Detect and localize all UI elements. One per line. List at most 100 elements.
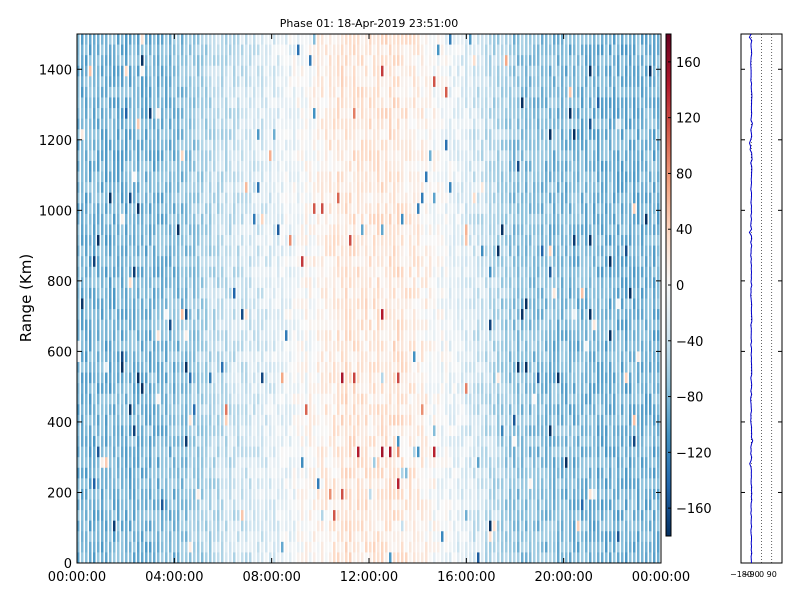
heatmap-cell — [369, 76, 372, 88]
heatmap-cell — [401, 478, 404, 490]
heatmap-cell — [117, 65, 120, 77]
heatmap-cell — [353, 129, 356, 141]
heatmap-cell — [101, 245, 104, 257]
heatmap-cell — [133, 467, 136, 479]
heatmap-cell — [193, 446, 196, 458]
heatmap-cell — [77, 65, 80, 77]
heatmap-cell — [357, 256, 360, 268]
heatmap-cell — [445, 330, 448, 342]
heatmap-cell — [213, 65, 216, 77]
heatmap-cell — [117, 361, 120, 373]
heatmap-cell — [397, 160, 400, 172]
heatmap-cell — [193, 118, 196, 130]
heatmap-cell — [129, 309, 132, 321]
heatmap-cell — [97, 118, 100, 130]
heatmap-cell — [237, 171, 240, 183]
heatmap-cell — [409, 76, 412, 88]
heatmap-cell — [129, 108, 132, 120]
heatmap-cell — [133, 531, 136, 543]
heatmap-cell — [269, 520, 272, 532]
heatmap-cell — [113, 256, 116, 268]
heatmap-cell — [281, 467, 284, 479]
heatmap-cell — [229, 467, 232, 479]
heatmap-cell — [257, 351, 260, 363]
heatmap-cell — [181, 414, 184, 426]
heatmap-cell — [465, 393, 468, 405]
heatmap-cell — [201, 309, 204, 321]
heatmap-cell — [289, 499, 292, 511]
heatmap-cell — [357, 182, 360, 194]
heatmap-cell — [473, 203, 476, 215]
heatmap-cell — [93, 213, 96, 225]
heatmap-cell — [177, 139, 180, 151]
heatmap-cell — [373, 319, 376, 331]
heatmap-cell — [321, 552, 324, 564]
heatmap-cell — [209, 44, 212, 56]
heatmap-cell — [465, 383, 468, 395]
heatmap-cell — [341, 55, 344, 67]
heatmap-cell — [329, 467, 332, 479]
heatmap-cell — [141, 203, 144, 215]
heatmap-cell — [137, 404, 140, 416]
heatmap-cell — [129, 139, 132, 151]
heatmap-cell — [213, 34, 216, 45]
heatmap-cell — [425, 171, 428, 183]
heatmap-cell — [341, 351, 344, 363]
heatmap-cell — [249, 44, 252, 56]
heatmap-cell — [369, 383, 372, 395]
heatmap-cell — [461, 340, 464, 352]
heatmap-cell — [133, 224, 136, 236]
heatmap-cell — [421, 139, 424, 151]
heatmap-cell — [325, 235, 328, 246]
heatmap-cell — [421, 488, 424, 500]
heatmap-cell — [301, 97, 304, 109]
heatmap-cell — [305, 203, 308, 215]
heatmap-cell — [453, 499, 456, 511]
heatmap-cell — [289, 457, 292, 469]
heatmap-cell — [397, 224, 400, 236]
heatmap-cell — [129, 277, 132, 289]
heatmap-cell — [221, 531, 224, 543]
heatmap-cell — [297, 414, 300, 426]
heatmap-cell — [121, 330, 124, 342]
heatmap-cell — [365, 213, 368, 225]
heatmap-cell — [313, 97, 316, 109]
heatmap-cell — [449, 224, 452, 236]
heatmap-cell — [421, 97, 424, 109]
heatmap-cell — [273, 298, 276, 310]
heatmap-cell — [221, 139, 224, 151]
heatmap-cell — [281, 309, 284, 321]
heatmap-cell — [209, 372, 212, 384]
heatmap-cell — [345, 404, 348, 416]
heatmap-cell — [413, 192, 416, 204]
heatmap-cell — [317, 171, 320, 183]
heatmap-cell — [97, 488, 100, 500]
heatmap-cell — [245, 404, 248, 416]
heatmap-cell — [381, 139, 384, 151]
heatmap-cell — [469, 171, 472, 183]
heatmap-cell — [409, 182, 412, 194]
heatmap-cell — [105, 340, 108, 352]
heatmap-cell — [337, 287, 340, 299]
heatmap-cell — [109, 277, 112, 289]
heatmap-cell — [177, 118, 180, 130]
heatmap-cell — [309, 488, 312, 500]
heatmap-cell — [285, 478, 288, 490]
heatmap-cell — [257, 213, 260, 225]
heatmap-cell — [417, 86, 420, 98]
heatmap-cell — [449, 34, 452, 45]
heatmap-cell — [149, 510, 152, 522]
heatmap-cell — [193, 277, 196, 289]
heatmap-cell — [169, 298, 172, 310]
heatmap-cell — [245, 192, 248, 204]
heatmap-cell — [361, 404, 364, 416]
heatmap-cell — [85, 520, 88, 532]
heatmap-cell — [417, 171, 420, 183]
heatmap-cell — [157, 118, 160, 130]
heatmap-cell — [277, 245, 280, 257]
heatmap-cell — [305, 139, 308, 151]
heatmap-cell — [229, 552, 232, 564]
heatmap-cell — [413, 541, 416, 553]
heatmap-cell — [201, 393, 204, 405]
heatmap-cell — [453, 436, 456, 448]
